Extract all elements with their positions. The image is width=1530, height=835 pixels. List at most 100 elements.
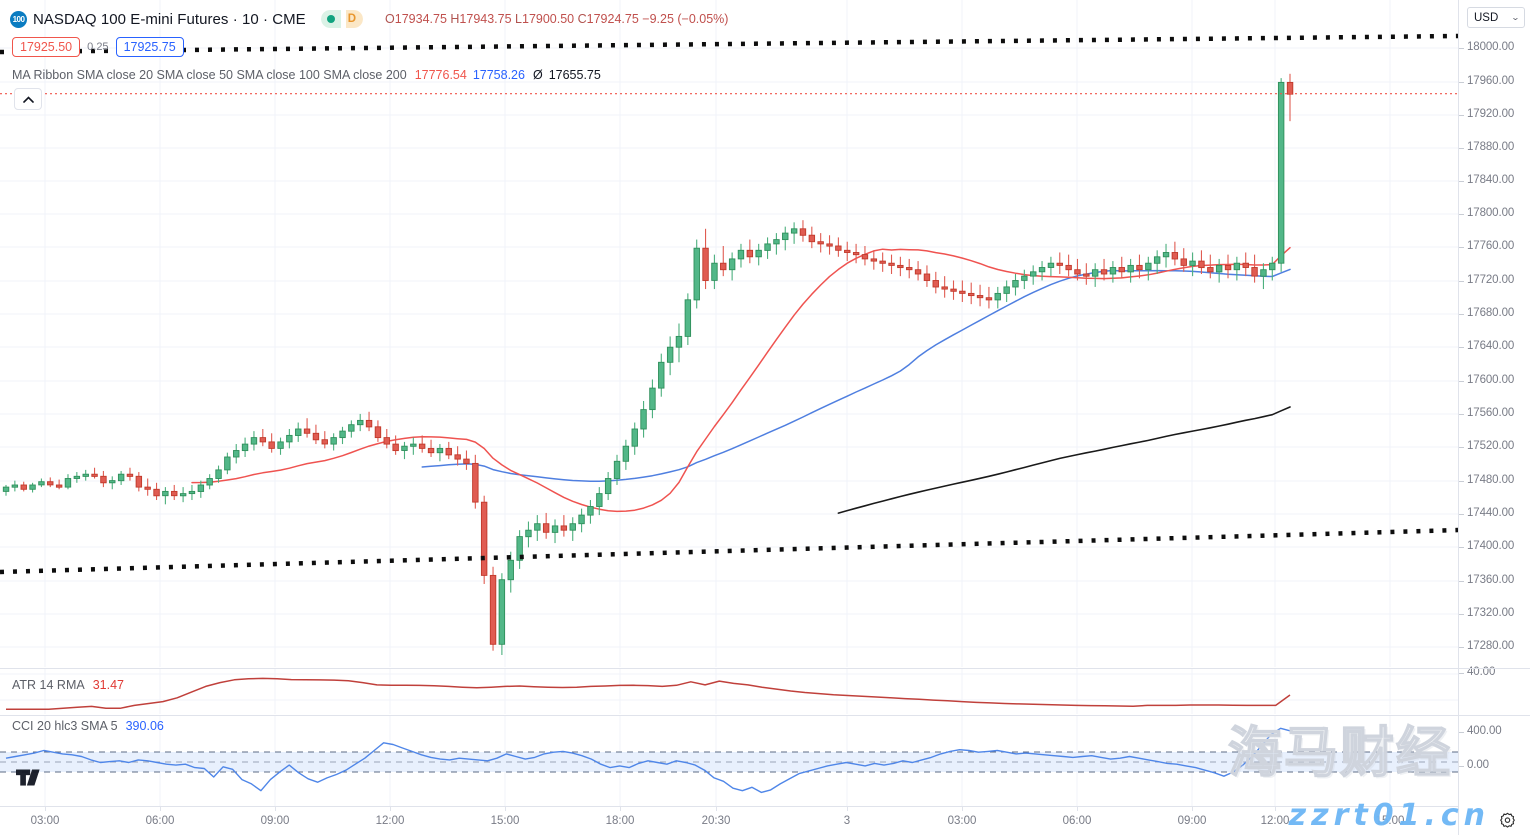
price-tick-line bbox=[1459, 414, 1464, 415]
time-tick-line bbox=[1275, 807, 1276, 811]
time-axis[interactable]: 03:00 06:00 09:00 12:00 15:00 18:00 20:30 3 03:0… bbox=[0, 806, 1458, 835]
cci-indicator-pane[interactable] bbox=[0, 715, 1458, 806]
time-tick-line bbox=[716, 807, 717, 811]
price-tick-label: 17280.00 bbox=[1467, 640, 1515, 652]
price-tick-label: 17560.00 bbox=[1467, 407, 1515, 419]
chart-title-legend: 100 NASDAQ 100 E-mini Futures · 10 · CME… bbox=[10, 10, 728, 28]
price-tick-label: 18000.00 bbox=[1467, 41, 1515, 53]
session-status-pill[interactable]: D bbox=[320, 10, 364, 28]
tradingview-logo[interactable] bbox=[16, 767, 50, 789]
ohlc-low-value: 17900.50 bbox=[522, 12, 575, 26]
price-tick-line bbox=[1459, 181, 1464, 182]
price-tick-label: 17400.00 bbox=[1467, 540, 1515, 552]
price-tick-line bbox=[1459, 148, 1464, 149]
price-tick-line bbox=[1459, 581, 1464, 582]
time-tick-line bbox=[275, 807, 276, 811]
price-tick-line bbox=[1459, 314, 1464, 315]
time-tick-label: 15:00 bbox=[1375, 815, 1405, 827]
price-tick-label: 40.00 bbox=[1467, 666, 1496, 678]
time-tick-line bbox=[620, 807, 621, 811]
cci-chart-svg bbox=[0, 716, 1458, 806]
collapse-pane-button[interactable] bbox=[14, 88, 42, 110]
price-axis[interactable]: USD ⌄ 18000.00 17960.00 17920.00 17880.00 17… bbox=[1458, 0, 1530, 835]
price-tick-line bbox=[1459, 48, 1464, 49]
time-tick-label: 03:00 bbox=[30, 815, 60, 827]
price-tick-label: 17720.00 bbox=[1467, 274, 1515, 286]
ohlc-open-value: 17934.75 bbox=[394, 12, 447, 26]
time-tick-label: 18:00 bbox=[605, 815, 635, 827]
atr-chart-svg bbox=[0, 669, 1458, 714]
price-tick-line bbox=[1459, 647, 1464, 648]
price-tick-label: 17320.00 bbox=[1467, 607, 1515, 619]
atr-legend[interactable]: ATR 14 RMA 31.47 bbox=[12, 678, 124, 692]
gear-icon[interactable] bbox=[1499, 812, 1516, 829]
time-tick-label: 06:00 bbox=[145, 815, 175, 827]
time-tick-label: 20:30 bbox=[701, 815, 731, 827]
price-tick-line bbox=[1459, 247, 1464, 248]
price-tick-line bbox=[1459, 115, 1464, 116]
time-tick-line bbox=[1192, 807, 1193, 811]
price-tick-label: 17680.00 bbox=[1467, 307, 1515, 319]
price-tick-line bbox=[1459, 766, 1464, 767]
session-label: D bbox=[345, 10, 364, 28]
cci-value: 390.06 bbox=[125, 719, 164, 733]
time-tick-label: 12:00 bbox=[375, 815, 405, 827]
spread-value: 0.25 bbox=[87, 41, 109, 53]
time-tick-label: 12:00 bbox=[1260, 815, 1290, 827]
atr-indicator-pane[interactable] bbox=[0, 668, 1458, 714]
ohlc-change: −9.25 (−0.05%) bbox=[642, 12, 729, 26]
price-tick-label: 17640.00 bbox=[1467, 340, 1515, 352]
ohlc-values: O17934.75 H17943.75 L17900.50 C17924.75 … bbox=[385, 12, 728, 26]
ohlc-high-value: 17943.75 bbox=[459, 12, 512, 26]
price-tick-label: 17360.00 bbox=[1467, 574, 1515, 586]
session-open-dot-icon bbox=[320, 10, 341, 28]
time-tick-line bbox=[847, 807, 848, 811]
main-price-pane[interactable] bbox=[0, 0, 1458, 667]
time-tick-label: 09:00 bbox=[1177, 815, 1207, 827]
ohlc-low-key: L bbox=[515, 12, 522, 26]
currency-selector[interactable]: USD ⌄ bbox=[1467, 7, 1525, 28]
price-tick-label: 17760.00 bbox=[1467, 240, 1515, 252]
time-tick-line bbox=[390, 807, 391, 811]
ma-ribbon-legend[interactable]: MA Ribbon SMA close 20 SMA close 50 SMA … bbox=[12, 68, 601, 82]
ma-ribbon-name: MA Ribbon bbox=[12, 68, 74, 82]
price-tick-label: 400.00 bbox=[1467, 725, 1502, 737]
price-tick-label: 17920.00 bbox=[1467, 108, 1515, 120]
ohlc-open-key: O bbox=[385, 12, 395, 26]
time-tick-label: 06:00 bbox=[1062, 815, 1092, 827]
price-tick-label: 0.00 bbox=[1467, 759, 1489, 771]
price-tick-line bbox=[1459, 481, 1464, 482]
price-tick-line bbox=[1459, 673, 1464, 674]
time-tick-label: 09:00 bbox=[260, 815, 290, 827]
time-tick-line bbox=[1390, 807, 1391, 811]
bid-ask-legend: 17925.50 0.25 17925.75 bbox=[12, 37, 184, 57]
price-tick-label: 17480.00 bbox=[1467, 474, 1515, 486]
price-tick-label: 17600.00 bbox=[1467, 374, 1515, 386]
time-tick-line bbox=[160, 807, 161, 811]
symbol-name[interactable]: NASDAQ 100 E-mini Futures · 10 · CME bbox=[33, 10, 306, 28]
cci-legend[interactable]: CCI 20 hlc3 SMA 5 390.06 bbox=[12, 719, 164, 733]
chevron-up-icon bbox=[22, 95, 34, 103]
price-tick-label: 17880.00 bbox=[1467, 141, 1515, 153]
nasdaq-badge-icon: 100 bbox=[10, 10, 27, 28]
price-tick-label: 17800.00 bbox=[1467, 207, 1515, 219]
price-tick-label: 17840.00 bbox=[1467, 174, 1515, 186]
price-tick-line bbox=[1459, 82, 1464, 83]
ohlc-close-value: 17924.75 bbox=[586, 12, 639, 26]
ma-ribbon-value-red: 17776.54 bbox=[414, 68, 467, 82]
time-tick-label: 15:00 bbox=[490, 815, 520, 827]
ask-price[interactable]: 17925.75 bbox=[115, 37, 184, 57]
atr-value: 31.47 bbox=[92, 678, 124, 692]
price-tick-line bbox=[1459, 514, 1464, 515]
bid-price[interactable]: 17925.50 bbox=[12, 37, 81, 57]
time-tick-line bbox=[1077, 807, 1078, 811]
price-chart-svg bbox=[0, 0, 1458, 667]
ohlc-close-key: C bbox=[577, 12, 587, 26]
price-tick-line bbox=[1459, 547, 1464, 548]
price-tick-label: 17440.00 bbox=[1467, 507, 1515, 519]
ma-ribbon-inputs: SMA close 20 SMA close 50 SMA close 100 … bbox=[76, 68, 407, 82]
price-tick-line bbox=[1459, 214, 1464, 215]
ma-ribbon-value-avg: 17655.75 bbox=[548, 68, 601, 82]
price-tick-label: 17960.00 bbox=[1467, 75, 1515, 87]
